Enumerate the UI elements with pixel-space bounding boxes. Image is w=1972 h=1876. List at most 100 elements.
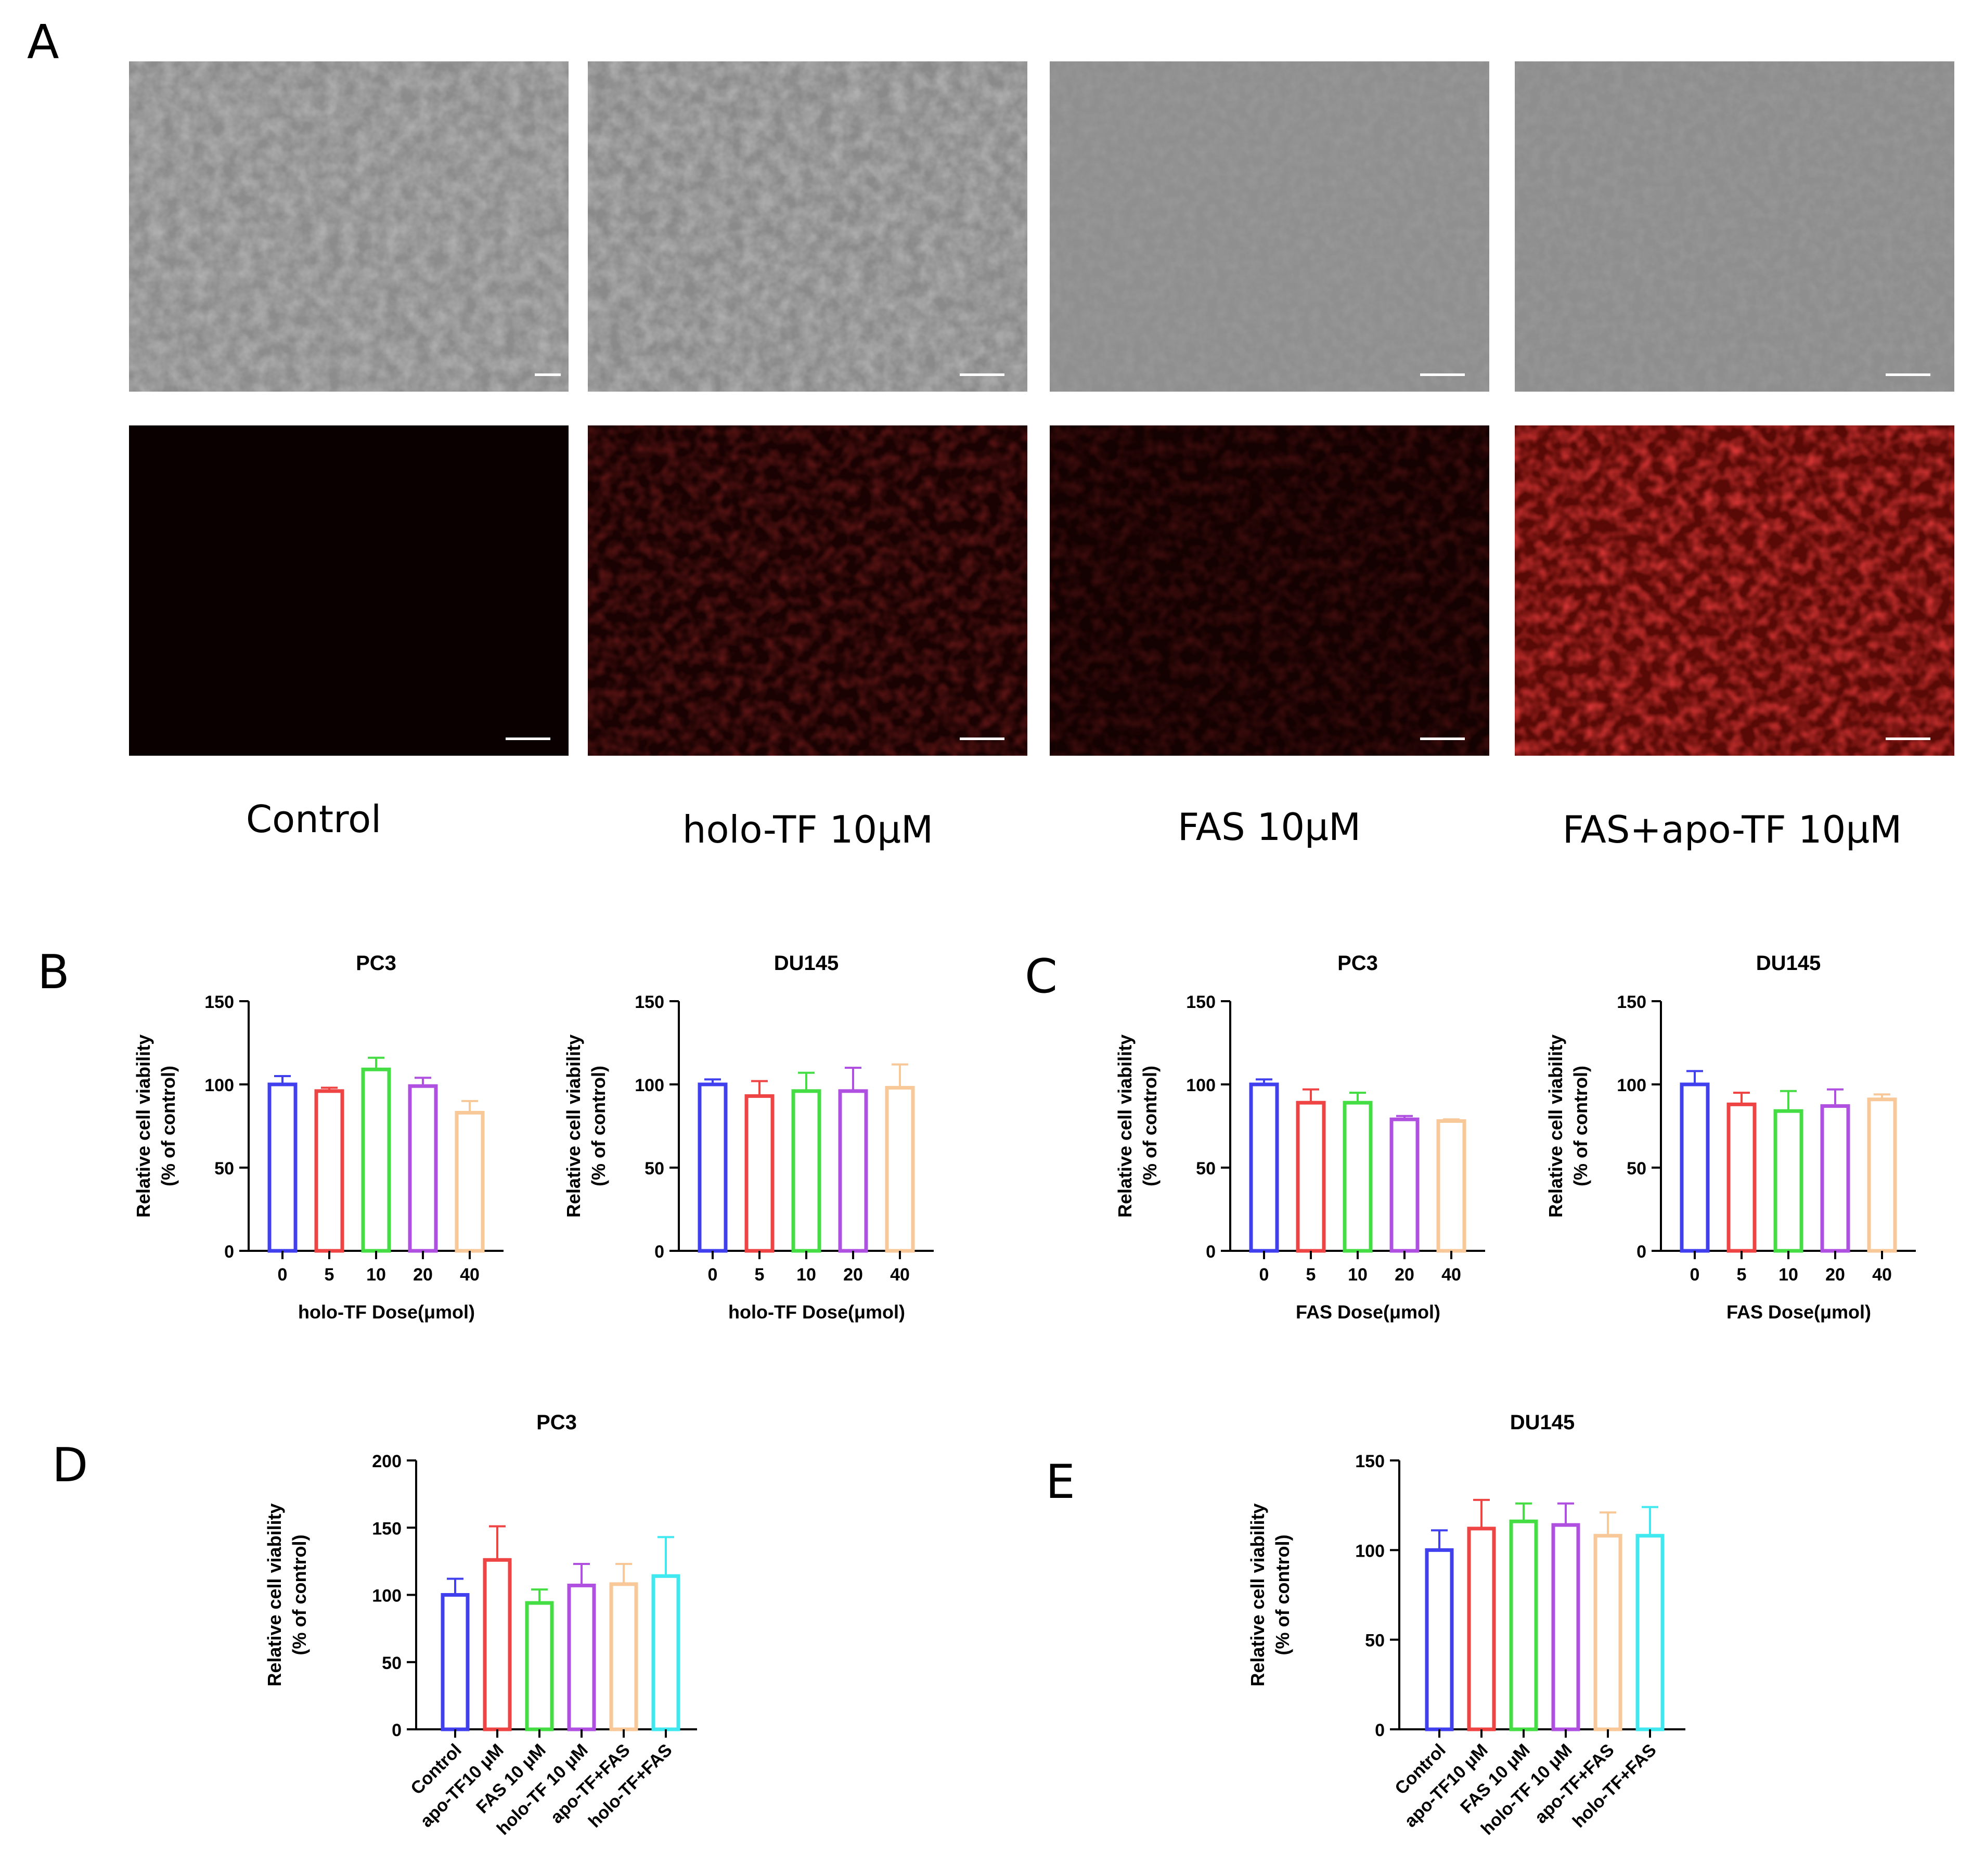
bar: [1551, 1523, 1580, 1731]
bar: [314, 1089, 344, 1253]
x-tick-label: 20: [1825, 1265, 1845, 1285]
y-tick-label: 50: [1196, 1159, 1216, 1179]
x-tick-label: 20: [413, 1265, 433, 1285]
bar: [525, 1601, 554, 1731]
micrograph-label-fas-apo-tf: FAS+apo-TF 10μM: [1563, 808, 1902, 851]
y-axis-label: Relative cell viability: [1247, 1503, 1268, 1686]
y-tick-label: 50: [382, 1653, 402, 1673]
bar: [838, 1089, 868, 1253]
x-tick-label: 40: [1872, 1265, 1892, 1285]
bar: [698, 1082, 728, 1253]
fluorescence-micrograph-control: [129, 425, 569, 756]
x-axis-label: holo-TF Dose(μmol): [728, 1301, 905, 1323]
bar: [267, 1082, 298, 1253]
bar: [609, 1582, 638, 1731]
bar: [1820, 1104, 1850, 1253]
y-tick-label: 0: [1636, 1242, 1646, 1262]
bar: [1343, 1101, 1373, 1253]
x-tick-label: 0: [708, 1265, 718, 1285]
x-axis-label: holo-TF Dose(μmol): [298, 1301, 475, 1323]
x-tick-label: 0: [1259, 1265, 1269, 1285]
y-tick-label: 0: [224, 1242, 234, 1262]
bar: [441, 1593, 470, 1731]
x-tick-label: 0: [1690, 1265, 1700, 1285]
y-axis-label: Relative cell viability: [1545, 1034, 1566, 1218]
x-tick-label: 10: [1778, 1265, 1798, 1285]
bar: [1509, 1519, 1538, 1731]
bar: [1425, 1548, 1454, 1731]
y-tick-label: 100: [1355, 1541, 1385, 1561]
y-axis-label: Relative cell viability: [563, 1034, 584, 1218]
bar: [1773, 1109, 1803, 1253]
y-tick-label: 200: [372, 1452, 402, 1471]
chart-title: DU145: [1756, 952, 1821, 975]
x-axis-label: FAS Dose(μmol): [1726, 1301, 1871, 1323]
panel-letter-c: C: [1025, 949, 1058, 1004]
bar: [1635, 1534, 1665, 1731]
y-tick-label: 150: [204, 992, 234, 1012]
chart-title: PC3: [1337, 952, 1378, 975]
chart-title: PC3: [356, 952, 396, 975]
y-axis-label-units: (% of control): [158, 1066, 179, 1186]
bar: [361, 1067, 391, 1253]
bar: [1296, 1101, 1326, 1253]
bar: [651, 1574, 680, 1731]
panel-letter-d: D: [52, 1438, 88, 1493]
y-tick-label: 100: [635, 1076, 664, 1095]
y-tick-label: 50: [645, 1159, 664, 1179]
x-tick-label: 0: [278, 1265, 288, 1285]
y-tick-label: 0: [654, 1242, 664, 1262]
bar: [1436, 1119, 1466, 1253]
y-tick-label: 0: [392, 1720, 402, 1740]
y-tick-label: 100: [1617, 1076, 1646, 1095]
panel-letter-a: A: [27, 15, 59, 70]
y-tick-label: 50: [1365, 1631, 1385, 1651]
x-tick-label: 10: [1348, 1265, 1368, 1285]
phase-micrograph-fas: [1050, 61, 1489, 392]
x-tick-label: 40: [890, 1265, 910, 1285]
y-tick-label: 150: [1355, 1452, 1385, 1471]
fluorescence-micrograph-fas: [1050, 425, 1489, 756]
y-axis-label-units: (% of control): [1139, 1066, 1161, 1186]
x-tick-label: 40: [1441, 1265, 1461, 1285]
x-tick-label: 20: [843, 1265, 863, 1285]
bar: [1726, 1102, 1757, 1253]
fluorescence-micrograph-holo-tf: [588, 425, 1027, 756]
y-axis-label: Relative cell viability: [1114, 1034, 1136, 1218]
phase-micrograph-control: [129, 61, 569, 392]
y-axis-label-units: (% of control): [289, 1535, 310, 1655]
x-tick-label: 10: [796, 1265, 816, 1285]
y-tick-label: 0: [1206, 1242, 1216, 1262]
bar: [1389, 1117, 1420, 1253]
bar: [791, 1089, 821, 1253]
x-tick-label: 10: [366, 1265, 386, 1285]
bar: [1467, 1526, 1496, 1731]
bar: [1680, 1082, 1710, 1253]
micrograph-label-fas: FAS 10μM: [1178, 805, 1361, 849]
x-tick-label: 20: [1395, 1265, 1414, 1285]
y-tick-label: 100: [204, 1076, 234, 1095]
y-tick-label: 150: [1186, 992, 1216, 1012]
x-tick-label: 5: [1306, 1265, 1316, 1285]
bar: [1249, 1082, 1279, 1253]
y-tick-label: 150: [635, 992, 664, 1012]
chart-d-pc3: PC3 0 50 100 150 200 Relative cell viability (%…: [264, 1411, 697, 1839]
phase-micrograph-fas-apo-tf: [1515, 61, 1954, 392]
bar: [1867, 1097, 1897, 1253]
y-tick-label: 50: [214, 1159, 234, 1179]
y-tick-label: 100: [372, 1586, 402, 1606]
bar: [408, 1084, 438, 1253]
y-axis-label-units: (% of control): [1570, 1066, 1591, 1186]
x-axis-label: FAS Dose(μmol): [1296, 1301, 1440, 1323]
bar: [567, 1583, 596, 1731]
chart-title: DU145: [774, 952, 839, 975]
y-tick-label: 150: [372, 1519, 402, 1538]
x-tick-label: 5: [1737, 1265, 1747, 1285]
panel-letter-e: E: [1046, 1455, 1075, 1509]
bar: [1593, 1534, 1622, 1731]
micrograph-label-control: Control: [246, 797, 381, 841]
